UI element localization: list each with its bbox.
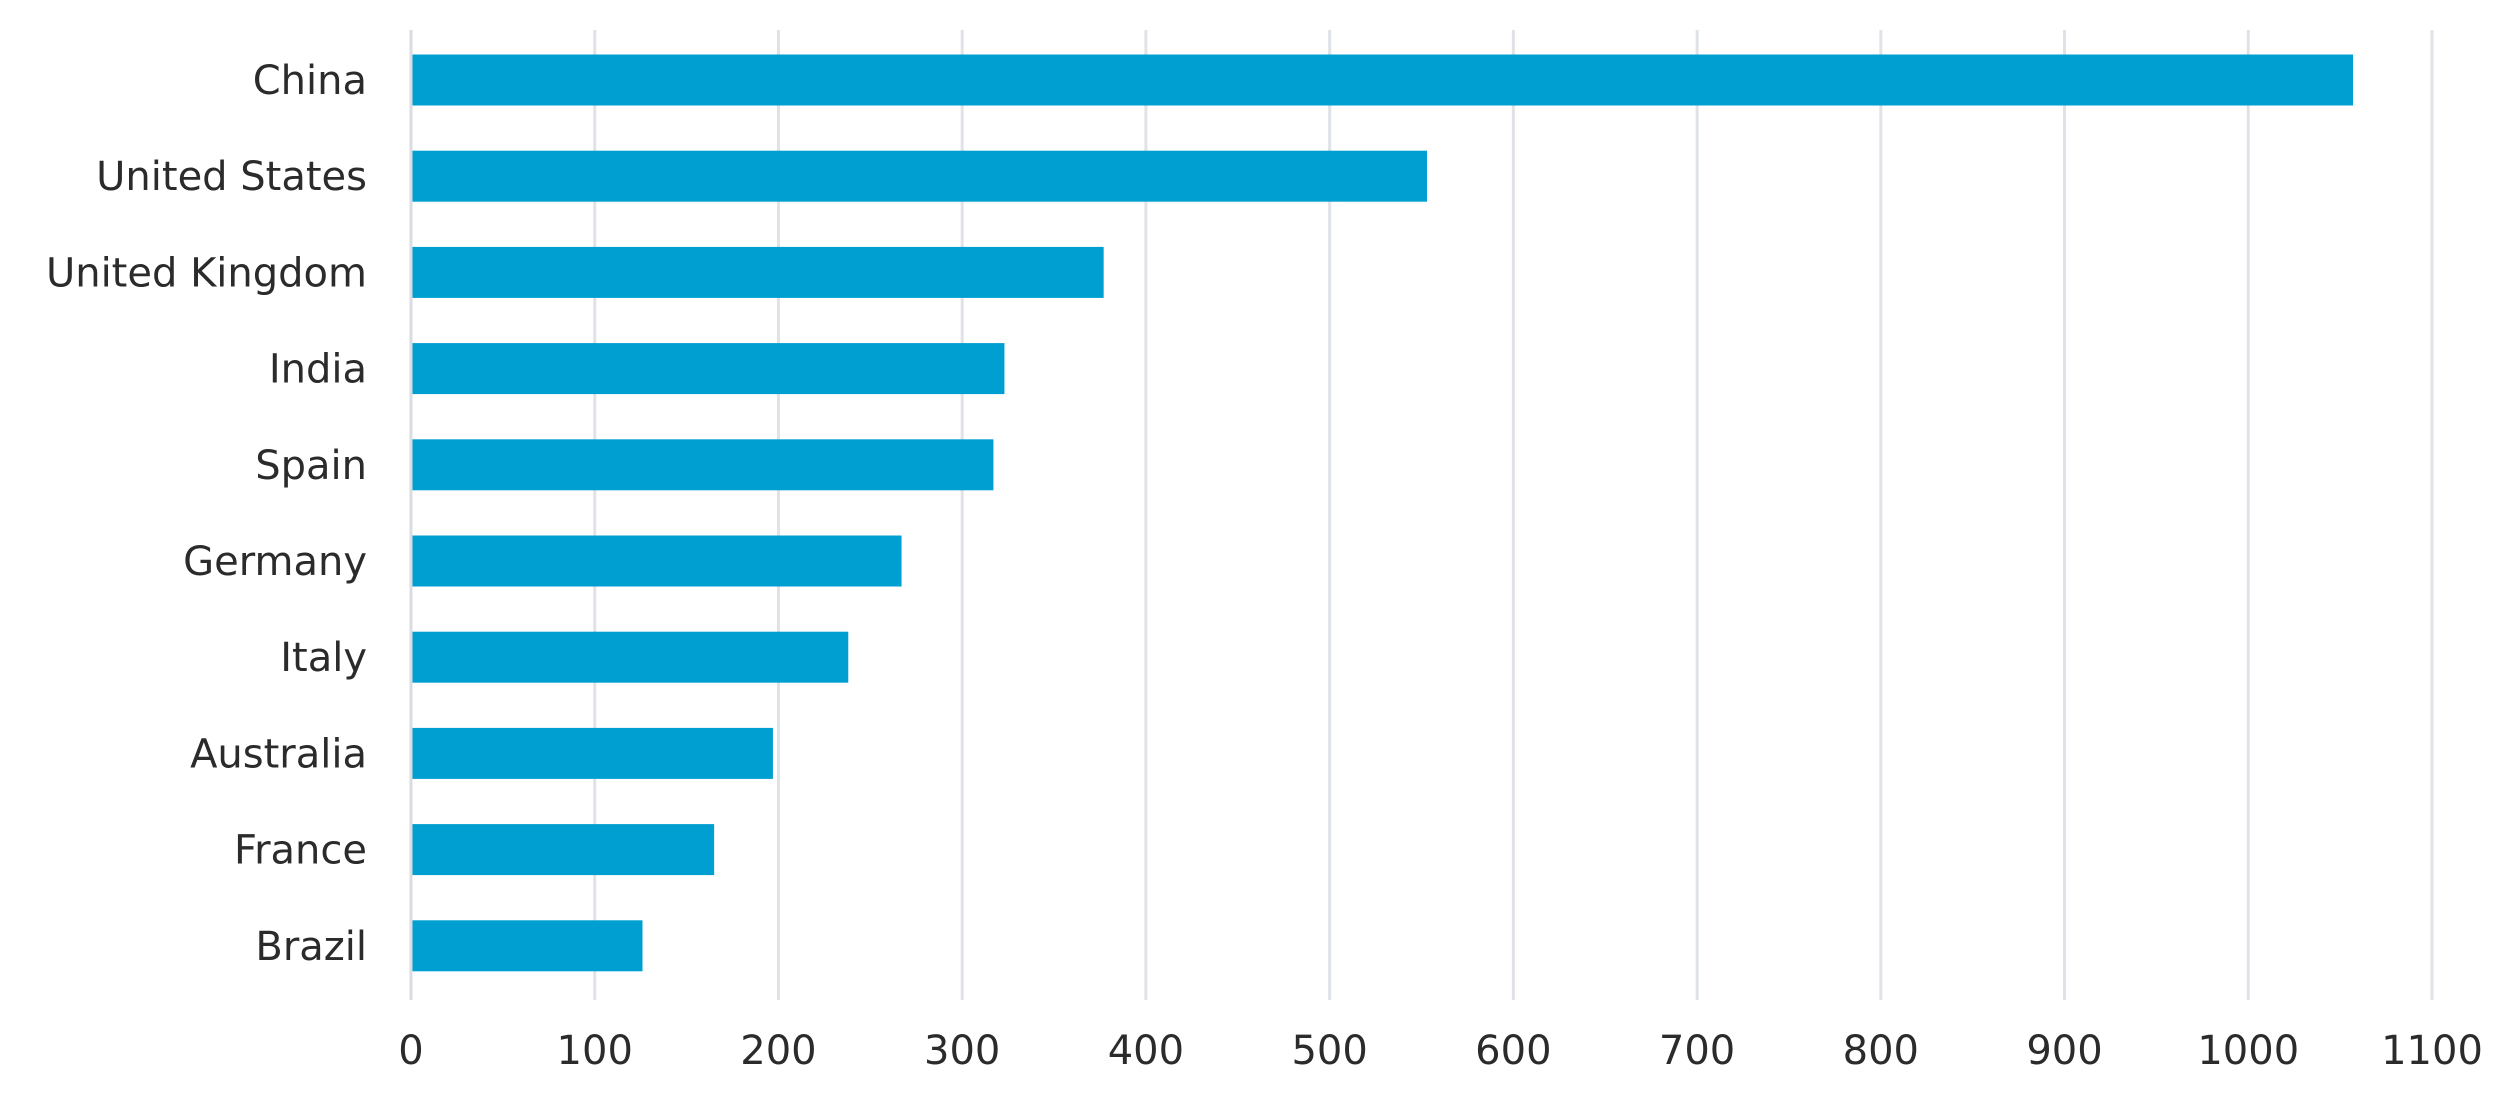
category-label: Italy xyxy=(280,635,367,681)
x-tick-label: 400 xyxy=(1108,1028,1184,1074)
x-tick-label: 800 xyxy=(1843,1028,1919,1074)
x-tick-label: 0 xyxy=(398,1028,423,1074)
bar-germany xyxy=(411,535,902,587)
x-tick-label: 900 xyxy=(2026,1028,2102,1074)
bar-france xyxy=(411,824,715,876)
bar-brazil xyxy=(411,920,643,972)
category-label: United Kingdom xyxy=(46,250,367,296)
category-label: France xyxy=(234,828,367,874)
x-tick-label: 700 xyxy=(1659,1028,1735,1074)
x-tick-label: 500 xyxy=(1291,1028,1367,1074)
category-label: Spain xyxy=(255,443,367,489)
category-label: Germany xyxy=(183,539,367,585)
x-tick-label: 100 xyxy=(557,1028,633,1074)
category-label: India xyxy=(269,347,367,393)
x-tick-label: 600 xyxy=(1475,1028,1551,1074)
category-label: Australia xyxy=(190,731,367,777)
x-tick-label: 300 xyxy=(924,1028,1000,1074)
category-label: United States xyxy=(96,154,367,200)
bar-india xyxy=(411,343,1005,395)
bar-united-kingdom xyxy=(411,246,1104,298)
bar-spain xyxy=(411,439,994,491)
x-tick-label: 1100 xyxy=(2381,1028,2483,1074)
bar-italy xyxy=(411,631,849,683)
category-labels: China United States United Kingdom India Spa… xyxy=(46,58,367,970)
category-label: China xyxy=(253,58,367,104)
category-label: Brazil xyxy=(255,924,367,970)
bar-united-states xyxy=(411,150,1428,202)
x-tick-label: 200 xyxy=(740,1028,816,1074)
bar-australia xyxy=(411,727,773,779)
bar-china xyxy=(411,54,2353,106)
x-tick-labels: 0 100 200 300 400 500 600 700 800 900 1000 1100 xyxy=(398,1028,2483,1074)
x-tick-label: 1000 xyxy=(2197,1028,2299,1074)
bars xyxy=(411,54,2353,972)
